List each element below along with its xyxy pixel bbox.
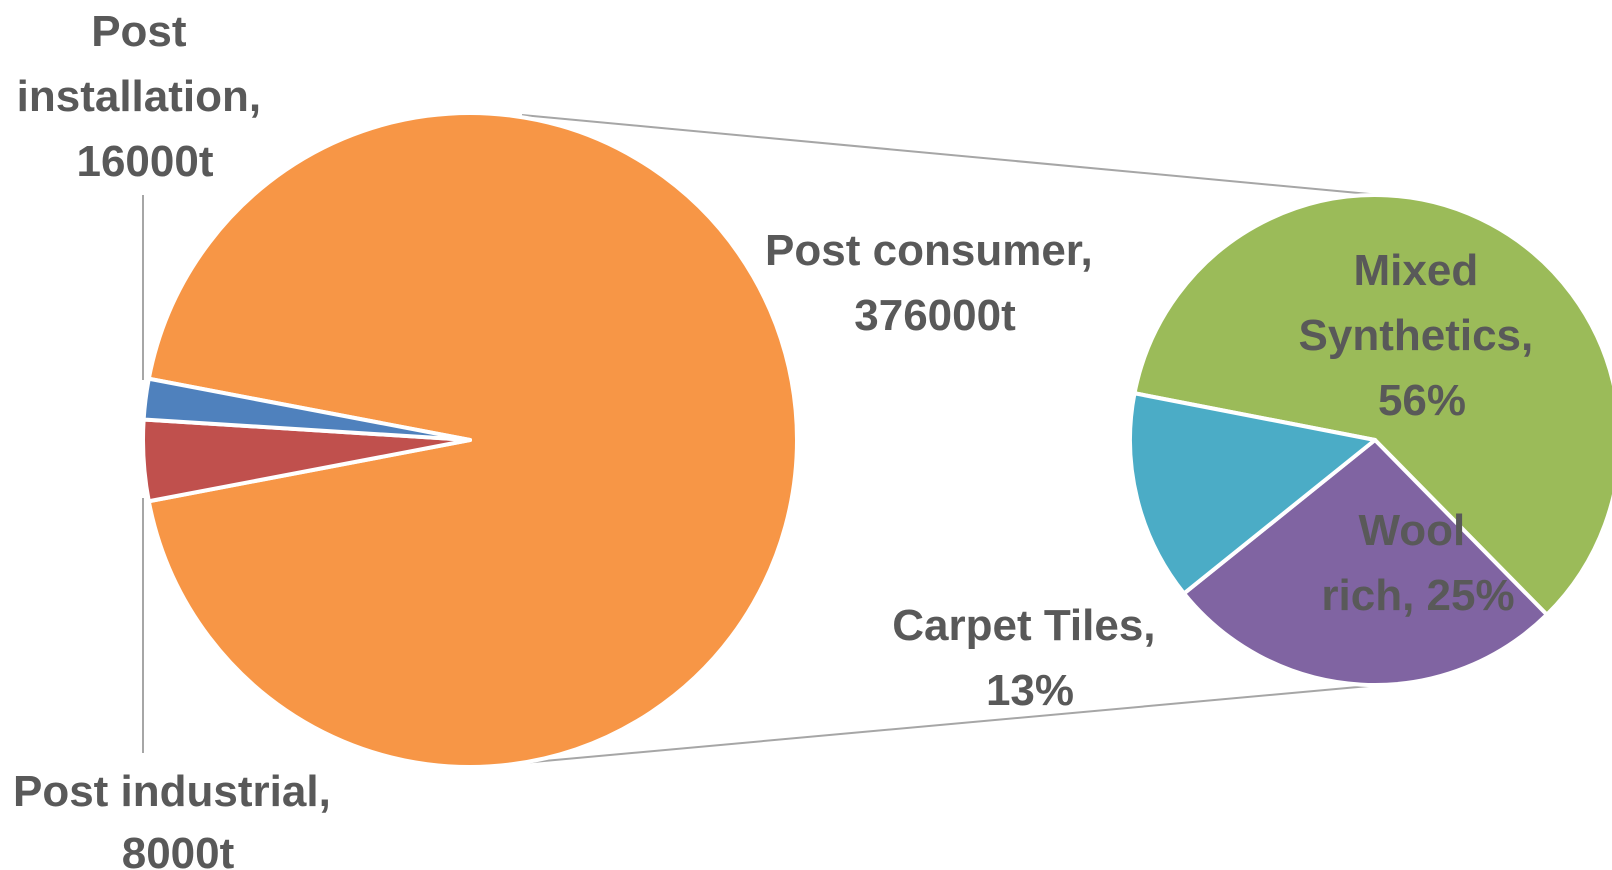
label-post-installation-value: 16000t xyxy=(76,137,213,186)
label-wool-rich: Wool rich, 25% xyxy=(1321,506,1514,620)
label-carpet-tiles-name: Carpet Tiles, xyxy=(892,601,1155,650)
label-post-installation-name-line1: Post xyxy=(91,7,187,56)
label-wool-rich-value: rich, 25% xyxy=(1321,571,1514,620)
sub-slice-wool-rich xyxy=(1182,438,1549,687)
connector-line-top xyxy=(521,114,1381,196)
label-mixed-synthetics-name-line1: Mixed xyxy=(1354,246,1479,295)
label-post-consumer: Post consumer, 376000t xyxy=(765,226,1105,340)
connector-line-bottom xyxy=(521,684,1381,764)
label-carpet-tiles-value: 13% xyxy=(986,666,1074,715)
label-post-industrial-value: 8000t xyxy=(122,829,235,870)
secondary-pie xyxy=(1128,193,1612,687)
sub-slice-mixed-synthetics xyxy=(1132,193,1612,617)
label-post-consumer-value: 376000t xyxy=(854,291,1016,340)
label-post-installation: Post installation, 16000t xyxy=(17,7,274,186)
label-mixed-synthetics-value: 56% xyxy=(1378,376,1466,425)
main-slice-post-consumer xyxy=(146,111,799,769)
label-post-consumer-name: Post consumer, xyxy=(765,226,1093,275)
label-mixed-synthetics-name-line2: Synthetics, xyxy=(1299,311,1534,360)
label-carpet-tiles: Carpet Tiles, 13% xyxy=(892,601,1168,715)
label-wool-rich-name: Wool xyxy=(1359,506,1466,555)
main-slice-post-industrial xyxy=(141,376,472,442)
label-post-industrial: Post industrial, 8000t xyxy=(13,767,343,870)
label-post-installation-name-line2: installation, xyxy=(17,72,261,121)
sub-slice-carpet-tiles xyxy=(1128,391,1377,596)
label-post-industrial-name: Post industrial, xyxy=(13,767,331,816)
label-mixed-synthetics: Mixed Synthetics, 56% xyxy=(1299,246,1546,425)
main-pie xyxy=(141,111,799,769)
